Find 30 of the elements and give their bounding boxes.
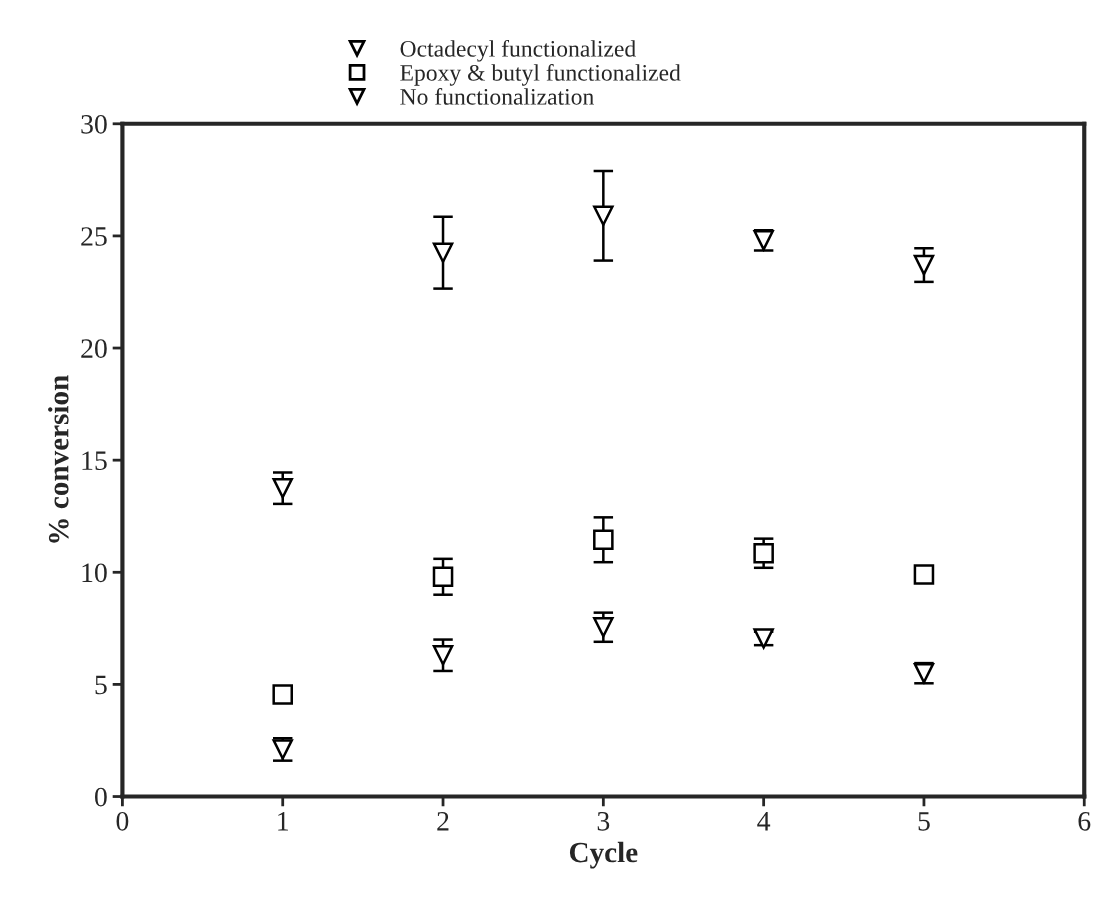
- y-axis-title: % conversion: [48, 375, 69, 543]
- point: [432, 644, 454, 666]
- y-tick-label: 10: [82, 563, 107, 583]
- point: [913, 254, 935, 276]
- point: [593, 529, 614, 551]
- y-tick-label: 30: [81, 114, 107, 134]
- x-axis-title: Cycle: [569, 841, 638, 869]
- y-tick-label: 20: [81, 339, 107, 358]
- point: [432, 242, 454, 264]
- point: [913, 564, 935, 585]
- x-tick-label: 0: [116, 811, 129, 831]
- x-tick-label: 5: [918, 812, 930, 831]
- point: [432, 566, 454, 588]
- y-tick-label: 5: [95, 675, 107, 695]
- legend-label: Octadecyl functionalized: [400, 39, 636, 62]
- point: [753, 542, 774, 564]
- x-tick-label: 3: [597, 812, 610, 831]
- y-tick-label: 0: [95, 787, 107, 807]
- point: [272, 477, 293, 499]
- x-tick-label: 1: [278, 812, 288, 831]
- x-tick-label: 2: [437, 812, 449, 831]
- x-tick-label: 6: [1078, 812, 1091, 831]
- point: [593, 616, 614, 638]
- legend-label: Epoxy & butyl functionalized: [400, 63, 681, 86]
- point: [593, 205, 614, 227]
- y-tick-label: 15: [82, 451, 107, 471]
- x-tick-label: 4: [757, 812, 771, 831]
- y-tick-label: 25: [81, 227, 107, 246]
- point: [272, 684, 293, 705]
- legend-label: No functionalization: [400, 87, 594, 105]
